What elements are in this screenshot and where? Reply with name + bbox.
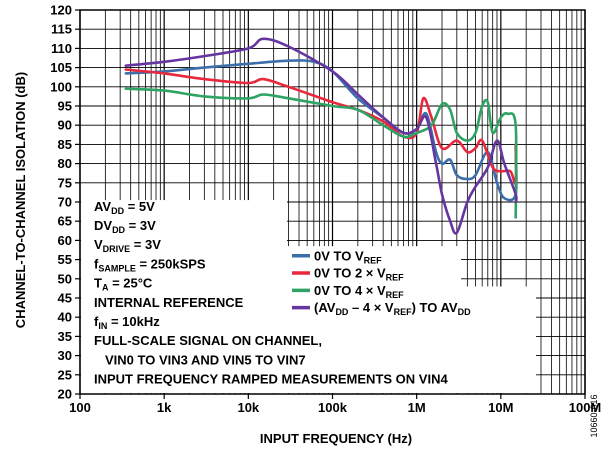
y-tick-label: 75 [58,175,72,190]
y-tick-label: 115 [51,22,72,37]
x-tick-label: 100M [569,400,602,415]
axis-ticks: 20 25 30 35 40 45 50 55 60 65 70 75 80 85 90 95 100 105 11… [50,3,601,416]
y-tick-label: 50 [58,271,72,286]
note-line-2: VIN0 TO VIN3 AND VIN5 TO VIN7 [105,352,306,367]
y-tick-label: 100 [50,79,72,94]
x-tick-label: 100k [318,400,348,415]
y-tick-label: 65 [58,214,72,229]
y-tick-label: 95 [58,99,72,114]
figure-id: 10660-016 [589,394,599,437]
condition-line-7: fIN = 10kHz [94,314,160,331]
y-tick-label: 45 [58,291,72,306]
condition-line-5: TA = 25°C [94,276,153,293]
x-tick-label: 1k [157,400,172,415]
y-tick-label: 105 [50,60,72,75]
y-tick-label: 25 [58,367,72,382]
conditions-box [81,200,287,287]
y-tick-label: 70 [58,195,72,210]
x-tick-label: 10M [488,400,513,415]
annotation-boxes [81,200,536,393]
x-tick-label: 10k [237,400,259,415]
condition-line-6: INTERNAL REFERENCE [94,295,244,310]
legend-label-1: 0V TO VREF [314,248,382,265]
y-tick-label: 90 [58,118,72,133]
y-tick-label: 55 [58,252,72,267]
series-line-4 [124,37,518,235]
note-line-3: INPUT FREQUENCY RAMPED MEASUREMENTS ON V… [94,372,448,387]
series-line-3 [124,87,518,219]
legend-label-4: (AVDD – 4 × VREF) TO AVDD [314,300,471,317]
legend-label-2: 0V TO 2 × VREF [314,266,404,283]
legend-label-3: 0V TO 4 × VREF [314,283,404,300]
y-axis-title: CHANNEL-TO-CHANNEL ISOLATION (dB) [13,72,28,328]
chart-text: AVDD = 5V DVDD = 3V VDRIVE = 3V fSAMPLE = 2… [94,199,471,387]
y-tick-label: 80 [58,156,72,171]
note-line-1: FULL-SCALE SIGNAL ON CHANNEL, [94,333,322,348]
y-tick-label: 60 [58,233,72,248]
x-tick-label: 100 [69,400,91,415]
series-lines [124,37,518,235]
y-tick-label: 30 [58,348,72,363]
x-tick-label: 1M [408,400,426,415]
y-tick-label: 35 [58,329,72,344]
condition-line-3: VDRIVE = 3V [94,237,161,254]
y-tick-label: 40 [58,310,72,325]
condition-line-2: DVDD = 3V [94,218,156,235]
legend-box [287,246,461,327]
series-line-2 [124,68,518,185]
x-axis-title: INPUT FREQUENCY (Hz) [260,431,412,446]
condition-line-4: fSAMPLE = 250kSPS [94,256,206,273]
y-tick-label: 85 [58,137,72,152]
y-tick-label: 120 [50,3,72,18]
y-tick-label: 20 [58,387,72,402]
y-tick-label: 110 [51,41,72,56]
condition-line-1: AVDD = 5V [94,199,155,216]
